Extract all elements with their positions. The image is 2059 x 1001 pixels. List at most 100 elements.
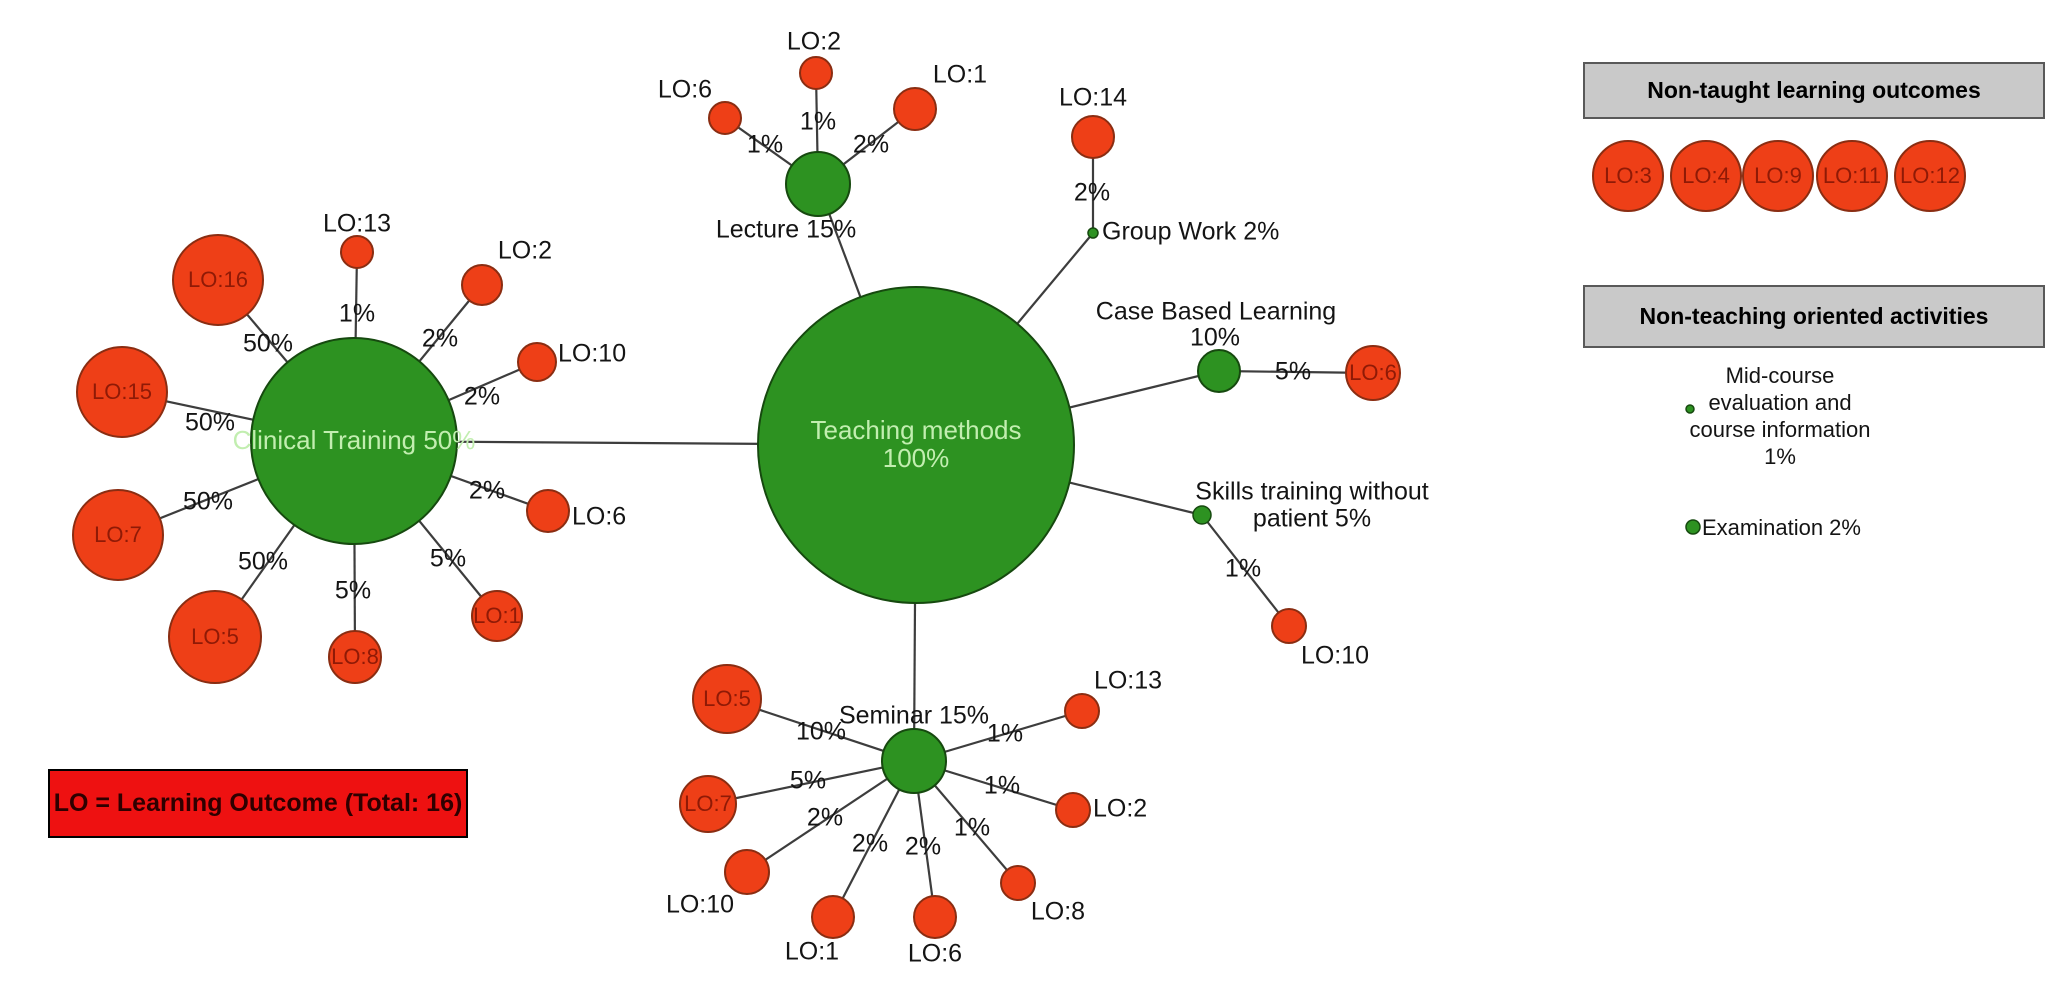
mid-course-line-1: Mid-course: [1725, 363, 1835, 388]
node-clinical-lo1: [471, 590, 523, 642]
lecture-lo2-label: LO:2: [787, 28, 841, 56]
mid-course-line-2: evaluation and: [1708, 390, 1852, 415]
edge-weight: 10%: [796, 718, 846, 746]
node-label-non-taught-lo3: LO:3: [1604, 163, 1652, 188]
lecture-lo6-label: LO:6: [658, 76, 712, 104]
node-seminar-lo10: [724, 849, 770, 895]
edge-seminar-sem10: [746, 760, 915, 873]
node-label-seminar-lo7: LO:7: [684, 791, 732, 816]
node-clinical-lo2: [461, 264, 503, 306]
edge-weight: 5%: [790, 767, 826, 795]
cbl-label-line2: 10%: [1190, 324, 1240, 352]
node-examination-dot: [1685, 519, 1701, 535]
node-label-clinical-lo1: LO:1: [473, 603, 521, 628]
node-label-clinical-training: Clinical Training 50%: [233, 425, 476, 455]
examination-label: Examination 2%: [1702, 515, 1861, 540]
skills-lo10-label: LO:10: [1301, 642, 1369, 670]
edge-weight: 1%: [747, 131, 783, 159]
node-label-teaching-methods: 100%: [883, 443, 950, 473]
mid-course-evaluation-label: Mid-course evaluation and course informa…: [1630, 362, 1930, 470]
non-taught-outcomes-box: Non-taught learning outcomes: [1583, 62, 2045, 119]
node-clinical-lo7: [72, 489, 164, 581]
node-lecture-lo1: [893, 87, 937, 131]
node-seminar-lo2: [1055, 792, 1091, 828]
node-non-taught-lo3: [1592, 140, 1664, 212]
clinical-lo13-label: LO:13: [323, 210, 391, 238]
node-non-taught-lo11: [1816, 140, 1888, 212]
group-work-label: Group Work 2%: [1102, 218, 1279, 246]
edge-weight: 5%: [1275, 358, 1311, 386]
node-lecture-lo6: [708, 101, 742, 135]
node-label-non-taught-lo12: LO:12: [1900, 163, 1960, 188]
group-work-lo14-label: LO:14: [1059, 84, 1127, 112]
node-case-based-learning-lo6: [1345, 345, 1401, 401]
seminar-label: Seminar 15%: [839, 702, 989, 730]
non-teaching-activities-box: Non-teaching oriented activities: [1583, 285, 2045, 348]
lecture-label: Lecture 15%: [716, 216, 856, 244]
node-group-work-dot: [1087, 227, 1099, 239]
lecture-lo1-label: LO:1: [933, 61, 987, 89]
node-teaching-methods: [757, 286, 1075, 604]
node-clinical-training: [250, 337, 458, 545]
node-non-taught-lo9: [1742, 140, 1814, 212]
node-clinical-lo10: [517, 342, 557, 382]
node-label-non-taught-lo4: LO:4: [1682, 163, 1730, 188]
node-seminar: [881, 728, 947, 794]
node-mid-course-dot: [1685, 404, 1695, 414]
node-seminar-lo13: [1064, 693, 1100, 729]
seminar-lo2-label: LO:2: [1093, 795, 1147, 823]
edge-weight: 5%: [335, 577, 371, 605]
node-label-clinical-lo16: LO:16: [188, 267, 248, 292]
cbl-label-line1: Case Based Learning: [1096, 298, 1336, 326]
legend-box: LO = Learning Outcome (Total: 16): [48, 769, 468, 838]
non-taught-outcomes-title: Non-taught learning outcomes: [1647, 77, 1981, 103]
mid-course-line-4: 1%: [1764, 444, 1796, 469]
clinical-lo6-label: LO:6: [572, 503, 626, 531]
node-label-non-taught-lo9: LO:9: [1754, 163, 1802, 188]
node-label-clinical-lo7: LO:7: [94, 522, 142, 547]
node-group-work-lo14: [1071, 115, 1115, 159]
node-seminar-lo5: [692, 664, 762, 734]
seminar-lo6-label: LO:6: [908, 940, 962, 968]
node-non-taught-lo4: [1670, 140, 1742, 212]
node-label-case-based-learning-lo6: LO:6: [1349, 360, 1397, 385]
non-teaching-activities-title: Non-teaching oriented activities: [1639, 303, 1989, 329]
node-lecture-lo2: [799, 56, 833, 90]
edge-weight: 1%: [1225, 555, 1261, 583]
edge-weight: 50%: [238, 548, 288, 576]
edge-weight: 2%: [853, 131, 889, 159]
edge-weight: 2%: [422, 325, 458, 353]
node-case-based-learning: [1197, 349, 1241, 393]
edge-weight: 2%: [469, 477, 505, 505]
skills-label-line1: Skills training without: [1195, 478, 1428, 506]
node-label-clinical-lo15: LO:15: [92, 379, 152, 404]
edge-weight: 2%: [464, 383, 500, 411]
clinical-lo10-label: LO:10: [558, 340, 626, 368]
node-lecture: [785, 151, 851, 217]
seminar-lo10-label: LO:10: [666, 891, 734, 919]
edge-weight: 1%: [987, 720, 1023, 748]
node-clinical-lo5: [168, 590, 262, 684]
node-seminar-lo8: [1000, 865, 1036, 901]
node-seminar-lo6: [913, 895, 957, 939]
legend-text: LO = Learning Outcome (Total: 16): [53, 789, 463, 817]
edge-weight: 5%: [430, 545, 466, 573]
node-clinical-lo15: [76, 346, 168, 438]
node-seminar-lo7: [679, 775, 737, 833]
edge-skills-sk10: [1201, 514, 1290, 627]
edge-seminar-sem7: [707, 759, 915, 806]
node-clinical-lo8: [328, 630, 382, 684]
edge-weight: 1%: [954, 814, 990, 842]
node-label-seminar-lo5: LO:5: [703, 686, 751, 711]
edge-weight: 2%: [1074, 179, 1110, 207]
node-skills-training-dot: [1192, 505, 1212, 525]
node-label-non-taught-lo11: LO:11: [1823, 163, 1881, 188]
node-clinical-lo13: [340, 235, 374, 269]
edge-weight: 1%: [984, 772, 1020, 800]
edge-weight: 50%: [183, 488, 233, 516]
node-label-teaching-methods: Teaching methods: [810, 415, 1021, 445]
edge-weight: 50%: [243, 330, 293, 358]
edge-weight: 1%: [800, 108, 836, 136]
